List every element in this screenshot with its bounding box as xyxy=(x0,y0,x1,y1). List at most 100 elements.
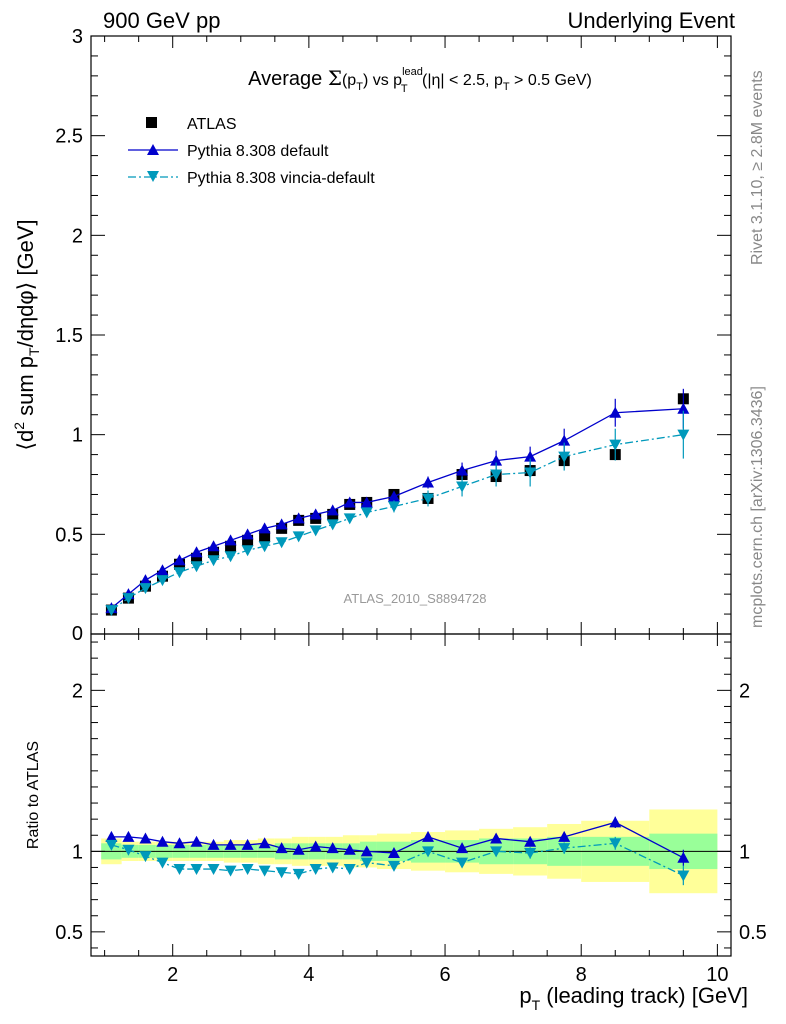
x-tick-label: 8 xyxy=(576,964,587,986)
default-point xyxy=(190,546,203,558)
vincia-ratio-point xyxy=(173,864,186,876)
vincia-point xyxy=(490,469,503,481)
ylabel-sup: 2 xyxy=(11,422,27,430)
legend-label-default: Pythia 8.308 default xyxy=(187,143,329,160)
y-tick-label: 2 xyxy=(72,225,83,247)
default-ratio-point xyxy=(122,830,135,842)
default-point xyxy=(360,496,373,508)
default-ratio-point xyxy=(139,832,152,844)
title-sub-d: T xyxy=(503,81,510,93)
default-point xyxy=(173,554,186,566)
vincia-point xyxy=(207,555,220,567)
vincia-point xyxy=(292,531,305,543)
ratio-y-axis-label: Ratio to ATLAS xyxy=(25,741,42,849)
vincia-ratio-point xyxy=(156,857,169,869)
default-ratio-point xyxy=(609,816,622,828)
legend-marker-default xyxy=(147,144,159,155)
default-series-line xyxy=(111,408,684,609)
vincia-ratio-point xyxy=(241,864,254,876)
x-tick-label: 6 xyxy=(439,964,450,986)
vincia-point xyxy=(387,501,400,513)
title-part-b: (p xyxy=(342,72,356,89)
atlas-point xyxy=(191,552,203,564)
default-point xyxy=(326,504,339,516)
ratio-tick-label-left: 2 xyxy=(72,680,83,702)
default-ratio-point xyxy=(224,838,237,850)
vincia-point xyxy=(558,451,571,463)
vincia-ratio-point xyxy=(309,864,322,876)
vincia-ratio-point xyxy=(387,860,400,872)
default-ratio-point xyxy=(343,843,356,855)
vincia-ratio-point xyxy=(456,857,469,869)
data-marks xyxy=(105,388,690,886)
legend-label-atlas: ATLAS xyxy=(187,116,237,133)
vincia-point xyxy=(224,551,237,563)
y-tick-label-zero: 0 xyxy=(72,623,83,645)
vincia-point xyxy=(258,541,271,553)
y-tick-label: 1.5 xyxy=(55,325,83,347)
ylabel-part-c: /dηdφ⟩ [GeV] xyxy=(13,219,38,347)
vincia-point xyxy=(173,567,186,579)
y-tick-label: 2.5 xyxy=(55,126,83,148)
header-left: 900 GeV pp xyxy=(103,8,220,33)
vincia-point xyxy=(609,439,622,451)
vincia-point xyxy=(275,537,288,549)
title-part-e: > 0.5 GeV) xyxy=(510,72,592,89)
vincia-point xyxy=(156,575,169,587)
default-point xyxy=(309,508,322,520)
default-ratio-point xyxy=(422,830,435,842)
legend-label-vincia: Pythia 8.308 vincia-default xyxy=(187,170,375,187)
title-sub-b: T xyxy=(356,81,363,93)
title-part-c: ) vs p xyxy=(363,72,402,89)
vincia-ratio-point xyxy=(105,839,118,851)
vincia-point xyxy=(105,605,118,617)
default-point xyxy=(422,476,435,488)
vincia-ratio-point xyxy=(139,851,152,863)
default-ratio-point xyxy=(275,842,288,854)
default-point xyxy=(524,450,537,462)
legend-marker-vincia xyxy=(147,171,159,182)
atlas-point xyxy=(225,540,237,552)
vincia-point xyxy=(456,481,469,493)
vincia-ratio-point xyxy=(190,864,203,876)
ylabel-part-a: ⟨d xyxy=(13,430,38,451)
title-sub-c: T xyxy=(401,83,408,95)
default-ratio-point xyxy=(190,835,203,847)
vincia-point xyxy=(139,583,152,595)
vincia-point xyxy=(309,525,322,537)
default-ratio-point xyxy=(677,851,690,863)
default-ratio-point xyxy=(558,830,571,842)
vincia-point xyxy=(677,429,690,441)
legend: ATLAS Pythia 8.308 default Pythia 8.308 … xyxy=(128,116,375,187)
xlabel-sub: T xyxy=(532,997,541,1013)
default-point xyxy=(292,512,305,524)
vincia-ratio-point xyxy=(524,847,537,859)
x-tick-label: 4 xyxy=(303,964,314,986)
ratio-tick-label-right: 2 xyxy=(739,680,750,702)
vincia-point xyxy=(190,561,203,573)
y-tick-label: 1 xyxy=(72,425,83,447)
default-point xyxy=(275,518,288,530)
vincia-point xyxy=(241,545,254,557)
default-ratio-point xyxy=(309,840,322,852)
default-point xyxy=(258,522,271,534)
vincia-point xyxy=(343,513,356,525)
title-sup-c: lead xyxy=(402,66,423,78)
ylabel-sub: T xyxy=(26,347,42,356)
default-point xyxy=(609,406,622,418)
vincia-ratio-point xyxy=(292,868,305,880)
default-ratio-point xyxy=(524,835,537,847)
default-ratio-point xyxy=(105,830,118,842)
y-tick-label: 0.5 xyxy=(55,524,83,546)
default-ratio-point xyxy=(241,838,254,850)
ratio-tick-label-left: 1 xyxy=(72,841,83,863)
default-ratio-point xyxy=(490,832,503,844)
default-point xyxy=(343,496,356,508)
analysis-watermark: ATLAS_2010_S8894728 xyxy=(344,591,487,606)
vincia-ratio-point xyxy=(360,857,373,869)
title-part-a: Average xyxy=(248,68,328,90)
y-axis-label: ⟨d2 sum pT/dηdφ⟩ [GeV] xyxy=(11,219,42,450)
vincia-point xyxy=(422,493,435,505)
x-tick-label: 2 xyxy=(167,964,178,986)
